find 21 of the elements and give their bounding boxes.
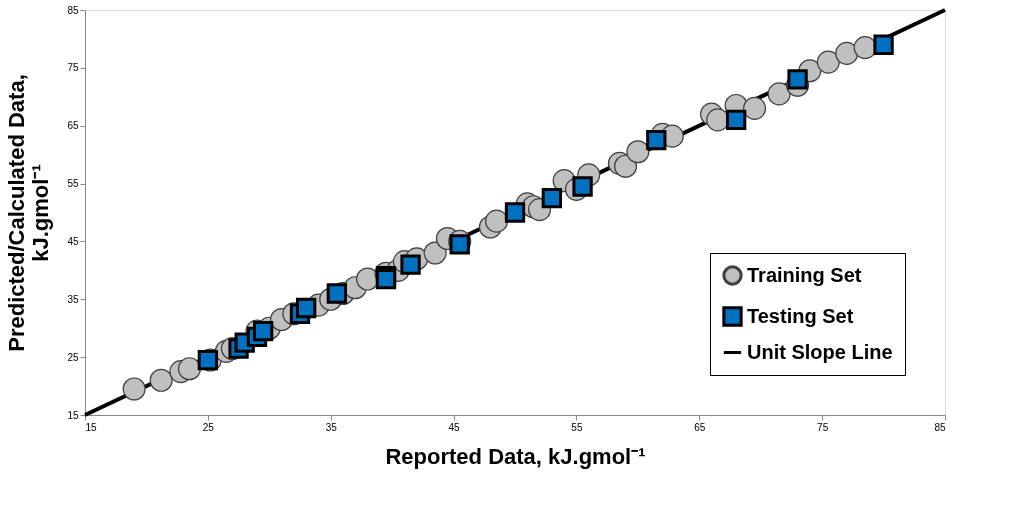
x-tick-label: 65 [694, 421, 706, 433]
y-tick-label: 75 [67, 62, 79, 74]
x-tick-label: 25 [202, 421, 215, 433]
legend-label: Testing Set [747, 304, 854, 327]
x-tick-label: 55 [571, 421, 583, 433]
legend-label: Training Set [747, 263, 862, 286]
x-axis-title: Reported Data, kJ.gmol⁻¹ [385, 443, 646, 469]
y-tick-label: 15 [67, 409, 79, 421]
x-tick-label: 15 [85, 421, 98, 433]
x-tick-label: 85 [934, 421, 946, 433]
y-tick-label: 35 [67, 293, 79, 305]
legend-label: Unit Slope Line [747, 340, 893, 363]
y-tick-label: 55 [67, 178, 79, 190]
y-tick-label: 25 [67, 351, 79, 363]
y-tick-label: 45 [67, 235, 79, 247]
y-tick-label: 65 [67, 120, 79, 132]
x-tick-label: 35 [325, 421, 338, 433]
x-tick-label: 75 [817, 421, 829, 433]
x-tick-label: 45 [448, 421, 461, 433]
y-tick-label: 85 [67, 4, 79, 16]
y-axis-title: Predicted/Calculated Data, kJ.gmol⁻¹ [4, 74, 54, 352]
